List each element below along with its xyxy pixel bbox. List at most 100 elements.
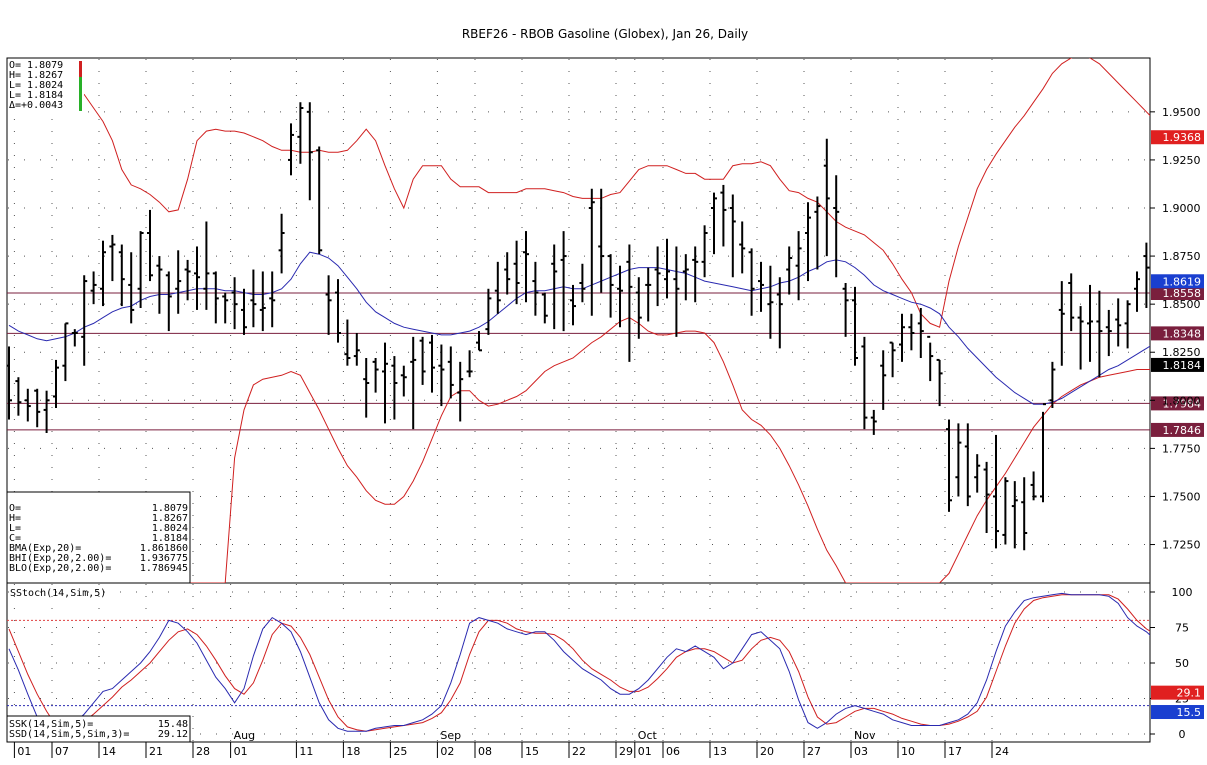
price-axis: 1.7250 1.7500 1.7750 1.8000 1.8250 1.8500 1.87… <box>1150 106 1204 552</box>
info-row-value: 1.8079 <box>152 503 188 514</box>
info-row-label: H= <box>9 513 21 524</box>
ohlc-bar <box>786 246 793 295</box>
price-tick-label: 1.8000 <box>1162 394 1201 407</box>
ohlc-bar <box>297 102 304 164</box>
ohlc-bar <box>400 365 407 397</box>
price-tick-label: 1.7500 <box>1162 490 1201 503</box>
ohlc-bar <box>532 261 539 316</box>
grid-layer <box>8 59 1149 741</box>
stoch-tag <box>1151 705 1204 720</box>
ohlc-bar <box>53 359 59 408</box>
ohlc-bar <box>1134 271 1140 312</box>
ohlc-bar <box>1068 273 1075 332</box>
ohlc-bar <box>701 225 708 278</box>
ohlc-bar <box>946 419 952 512</box>
info-row-value: 1.861860 <box>140 543 188 554</box>
ohlc-bar <box>692 246 699 303</box>
ohlc-bar <box>1200 204 1206 271</box>
x-tick-label: 28 <box>196 745 210 758</box>
x-tick-label: 24 <box>995 745 1009 758</box>
x-tick-label: 27 <box>807 745 821 758</box>
ohlc-bar <box>118 244 125 307</box>
ohlc-corner-readout: O= 1.8079 H= 1.8267 L= 1.8024 L= 1.8184 … <box>8 59 84 113</box>
x-tick-label: 06 <box>666 745 680 758</box>
ohlc-bar <box>344 319 351 366</box>
x-tick-label: 22 <box>572 745 586 758</box>
price-tick-label: 1.7750 <box>1162 442 1201 455</box>
ohlc-bar <box>955 423 962 497</box>
bollinger-lower-line <box>9 317 1150 583</box>
x-month-label: Aug <box>234 729 255 742</box>
bollinger-bands <box>9 58 1150 583</box>
ohlc-bar <box>15 377 22 416</box>
ohlc-bar <box>917 308 924 358</box>
x-month-label: Nov <box>854 729 876 742</box>
info-row-value: 1.8267 <box>152 513 188 524</box>
stoch-axis: 100755025029.115.5 <box>1150 586 1204 741</box>
ohlc-bar <box>81 275 88 366</box>
ohlc-bar <box>513 240 520 305</box>
ohlc-bar <box>1040 403 1046 503</box>
ohlc-bar <box>617 265 623 328</box>
ohlc-bar <box>269 271 276 328</box>
ohlc-high: H= 1.8267 <box>9 70 63 81</box>
price-tag <box>1151 357 1204 372</box>
ohlc-bar <box>1011 481 1018 549</box>
ohlc-bar <box>410 336 417 430</box>
ohlc-bar <box>570 284 576 326</box>
stoch-row-label: SSK(14,Sim,5)= <box>9 719 93 730</box>
info-row-value: 1.786945 <box>140 563 188 574</box>
ohlc-bar <box>90 271 97 305</box>
ohlc-bar <box>607 254 614 318</box>
price-tick-label: 1.8750 <box>1162 250 1201 263</box>
ohlc-bar <box>278 213 285 274</box>
level-tag <box>1151 286 1204 300</box>
ohlc-bar <box>147 209 153 282</box>
ohlc-bar <box>335 279 341 343</box>
ohlc-bar <box>100 240 106 307</box>
x-month-label: Sep <box>440 729 461 742</box>
info-row-label: L= <box>9 523 21 534</box>
ohlc-bar <box>711 192 717 255</box>
stochastic-lines <box>7 592 1150 732</box>
price-bars <box>7 102 1206 551</box>
level-tag-label: 1.7846 <box>1163 424 1202 437</box>
x-tick-label: 10 <box>901 745 915 758</box>
ohlc-bar <box>231 277 238 330</box>
ohlc-bar <box>579 263 586 303</box>
ohlc-bar <box>664 238 670 299</box>
ohlc-bar <box>588 188 595 316</box>
level-tag <box>1151 422 1204 437</box>
ohlc-bar <box>1058 281 1065 366</box>
stoch-d-line <box>8 594 1150 732</box>
ohlc-bar <box>739 221 746 274</box>
x-tick-label: 14 <box>102 745 116 758</box>
ohlc-bar <box>137 231 144 308</box>
ohlc-corner-bg <box>8 59 84 113</box>
ohlc-bar <box>325 275 332 335</box>
info-row-label: O= <box>9 503 21 514</box>
level-tag-label: 1.7984 <box>1163 397 1202 410</box>
x-tick-label: 01 <box>638 745 652 758</box>
ohlc-bar <box>729 194 736 278</box>
ohlc-bar <box>598 188 605 293</box>
ohlc-bar <box>983 461 990 533</box>
ohlc-bar <box>993 434 999 549</box>
info-row-value: 1.936775 <box>140 553 188 564</box>
x-tick-label: 25 <box>393 745 407 758</box>
ohlc-bar <box>645 267 652 322</box>
ohlc-bar <box>476 331 482 352</box>
price-tick-label: 1.9500 <box>1162 106 1201 119</box>
ohlc-bar <box>203 221 210 310</box>
x-tick-label: 11 <box>299 745 313 758</box>
ohlc-bar <box>908 313 915 351</box>
ohlc-bar <box>34 388 41 428</box>
ohlc-bar <box>71 329 78 347</box>
ohlc-bar <box>316 146 323 255</box>
ohlc-bar <box>447 346 454 399</box>
ohlc-bar <box>382 342 388 424</box>
ohlc-bar <box>165 271 172 332</box>
ohlc-bar <box>833 175 840 278</box>
ohlc-red-marker <box>79 61 82 77</box>
